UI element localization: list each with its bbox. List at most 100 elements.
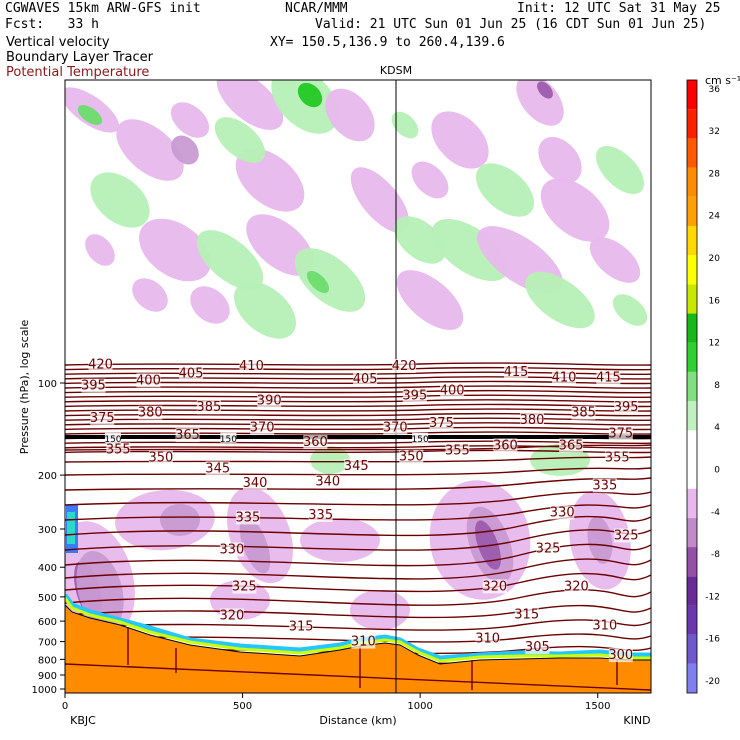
y-tick-label: 800 — [38, 655, 57, 666]
theta-label: 370 — [383, 421, 408, 436]
colorbar-label: 24 — [709, 212, 721, 222]
theta-label: 315 — [289, 620, 314, 635]
colorbar-swatch — [687, 517, 697, 548]
field-potential-temperature: Potential Temperature — [6, 65, 150, 80]
theta-label: 400 — [136, 373, 161, 388]
colorbar-swatch — [687, 547, 697, 577]
theta-label: 335 — [235, 510, 260, 525]
x-tick-label: 1500 — [585, 701, 610, 712]
colorbar-label: -12 — [705, 592, 720, 602]
theta-label: 320 — [220, 608, 245, 623]
y-tick-label: 600 — [38, 617, 57, 628]
theta-label: 375 — [429, 416, 454, 431]
theta-label: 415 — [504, 365, 529, 380]
colorbar-swatch — [687, 401, 697, 431]
x-axis-label: Distance (km) — [319, 714, 396, 727]
colorbar-swatch — [687, 109, 697, 139]
init-time: Init: 12 UTC Sat 31 May 25 — [517, 1, 721, 16]
theta-label: 345 — [344, 459, 369, 474]
y-tick-label: 100 — [38, 379, 57, 390]
colorbar-swatch — [687, 371, 697, 402]
y-tick-label: 1000 — [32, 685, 57, 696]
colorbar-label: 20 — [709, 254, 721, 264]
colorbar-label: 32 — [709, 127, 720, 137]
colorbar-label: -8 — [711, 550, 720, 560]
theta-label: 420 — [392, 359, 417, 374]
colorbar-swatch — [687, 605, 697, 635]
theta-label: 300 — [608, 648, 633, 663]
theta-label: 325 — [614, 528, 639, 543]
velocity-shading — [65, 80, 648, 639]
xy-range: XY= 150.5,136.9 to 260.4,139.6 — [270, 35, 505, 50]
plot-frame — [64, 79, 652, 694]
theta-label: 310 — [592, 618, 617, 633]
theta-label: 330 — [220, 542, 245, 557]
station-label-right: KIND — [623, 714, 650, 727]
theta-label: 310 — [351, 635, 376, 650]
station-label-left: KBJC — [70, 714, 96, 727]
theta-label: 370 — [250, 421, 275, 436]
colorbar-label: -20 — [705, 677, 720, 687]
colorbar-label: -16 — [705, 635, 720, 645]
colorbar-swatch — [687, 284, 697, 314]
theta-label: 340 — [243, 476, 268, 491]
x-tick-label: 500 — [233, 701, 252, 712]
theta-label: 385 — [196, 400, 221, 415]
theta-label: 360 — [303, 435, 328, 450]
theta-labels: 420 395 400 405 410 405 420 415 410 415 390 395 400 3… — [81, 357, 639, 663]
theta-label: 395 — [402, 389, 427, 404]
colorbar-label: 0 — [714, 466, 720, 476]
y-tick-label: 900 — [38, 671, 57, 682]
theta-label: 150 — [104, 435, 121, 445]
theta-label: 330 — [550, 506, 575, 521]
theta-label: 395 — [614, 400, 639, 415]
colorbar-label: -4 — [711, 508, 720, 518]
theta-label: 415 — [596, 371, 621, 386]
theta-label: 150 — [412, 435, 429, 445]
theta-label: 305 — [525, 640, 550, 655]
theta-label: 360 — [493, 438, 518, 453]
theta-label: 365 — [559, 438, 584, 453]
colorbar-swatch — [687, 576, 697, 606]
theta-label: 420 — [88, 357, 113, 372]
y-tick-label: 300 — [38, 525, 57, 536]
theta-label: 320 — [482, 579, 507, 594]
theta-label: 335 — [308, 508, 333, 523]
colorbar-label: 16 — [709, 296, 721, 306]
theta-label: 340 — [315, 475, 340, 490]
theta-label: 380 — [520, 413, 545, 428]
theta-label: 355 — [605, 450, 630, 465]
colorbar: -20 -16 -12 -8 -4 0 4 8 12 16 20 24 28 32 36 — [686, 79, 721, 694]
theta-label: 320 — [564, 579, 589, 594]
colorbar-swatch — [687, 225, 697, 256]
theta-label: 410 — [552, 371, 577, 386]
colorbar-label: 12 — [709, 339, 720, 349]
colorbar-swatch — [687, 138, 697, 168]
theta-label: 405 — [353, 372, 378, 387]
forecast-hour: Fcst: 33 h — [5, 17, 99, 32]
theta-label: 410 — [239, 359, 264, 374]
theta-label: 395 — [81, 379, 106, 394]
theta-label: 350 — [148, 450, 173, 465]
colorbar-swatch — [687, 634, 697, 664]
station-label-mid: KDSM — [380, 64, 412, 77]
theta-label: 335 — [592, 478, 617, 493]
theta-label: 375 — [608, 426, 633, 441]
x-tick-label: 1000 — [407, 701, 432, 712]
theta-label: 325 — [536, 542, 561, 557]
colorbar-swatch — [687, 80, 697, 110]
x-tick-label: 0 — [62, 701, 68, 712]
theta-label: 385 — [571, 406, 596, 421]
theta-label: 150 — [220, 435, 237, 445]
colorbar-swatch — [687, 488, 697, 518]
colorbar-swatch — [687, 342, 697, 372]
field-boundary-tracer: Boundary Layer Tracer — [6, 50, 153, 65]
colorbar-units: cm s⁻¹ — [705, 74, 740, 87]
field-vertical-velocity: Vertical velocity — [6, 35, 110, 50]
colorbar-swatch — [687, 430, 697, 460]
model-title: CGWAVES 15km ARW-GFS init — [5, 1, 201, 16]
theta-label: 390 — [257, 393, 282, 408]
theta-label: 380 — [138, 406, 163, 421]
colorbar-label: 36 — [709, 85, 721, 95]
